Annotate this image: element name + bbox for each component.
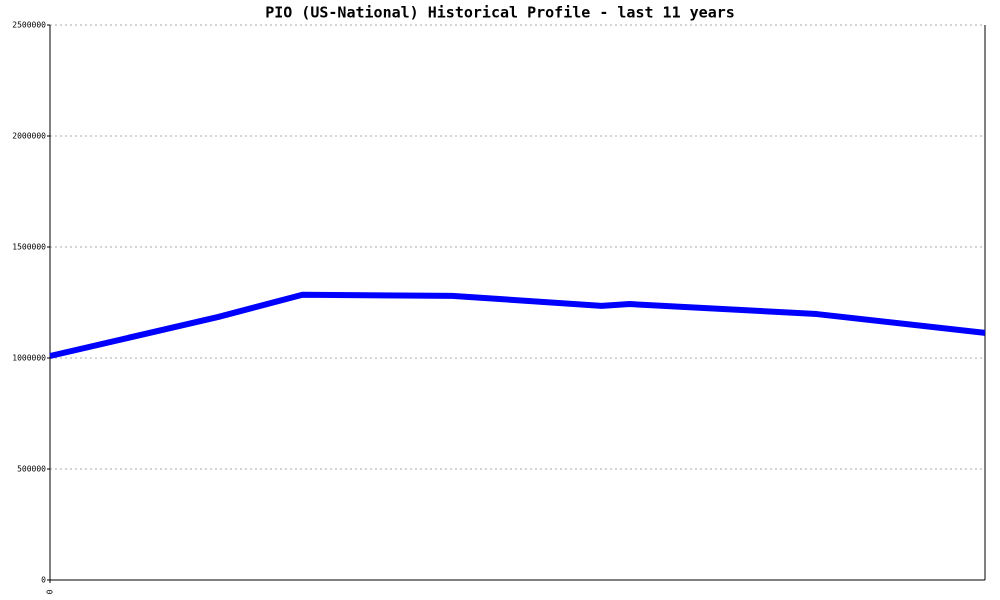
y-tick-label: 2000000	[12, 132, 46, 141]
data-line	[49, 291, 986, 359]
x-tick-label: 0	[46, 589, 55, 594]
chart-title: PIO (US-National) Historical Profile - l…	[265, 4, 735, 22]
y-tick-label: 2500000	[12, 21, 46, 30]
y-tick-label: 0	[41, 576, 46, 585]
y-tick-label: 500000	[17, 465, 46, 474]
y-tick-label: 1000000	[12, 354, 46, 363]
y-tick-label: 1500000	[12, 243, 46, 252]
